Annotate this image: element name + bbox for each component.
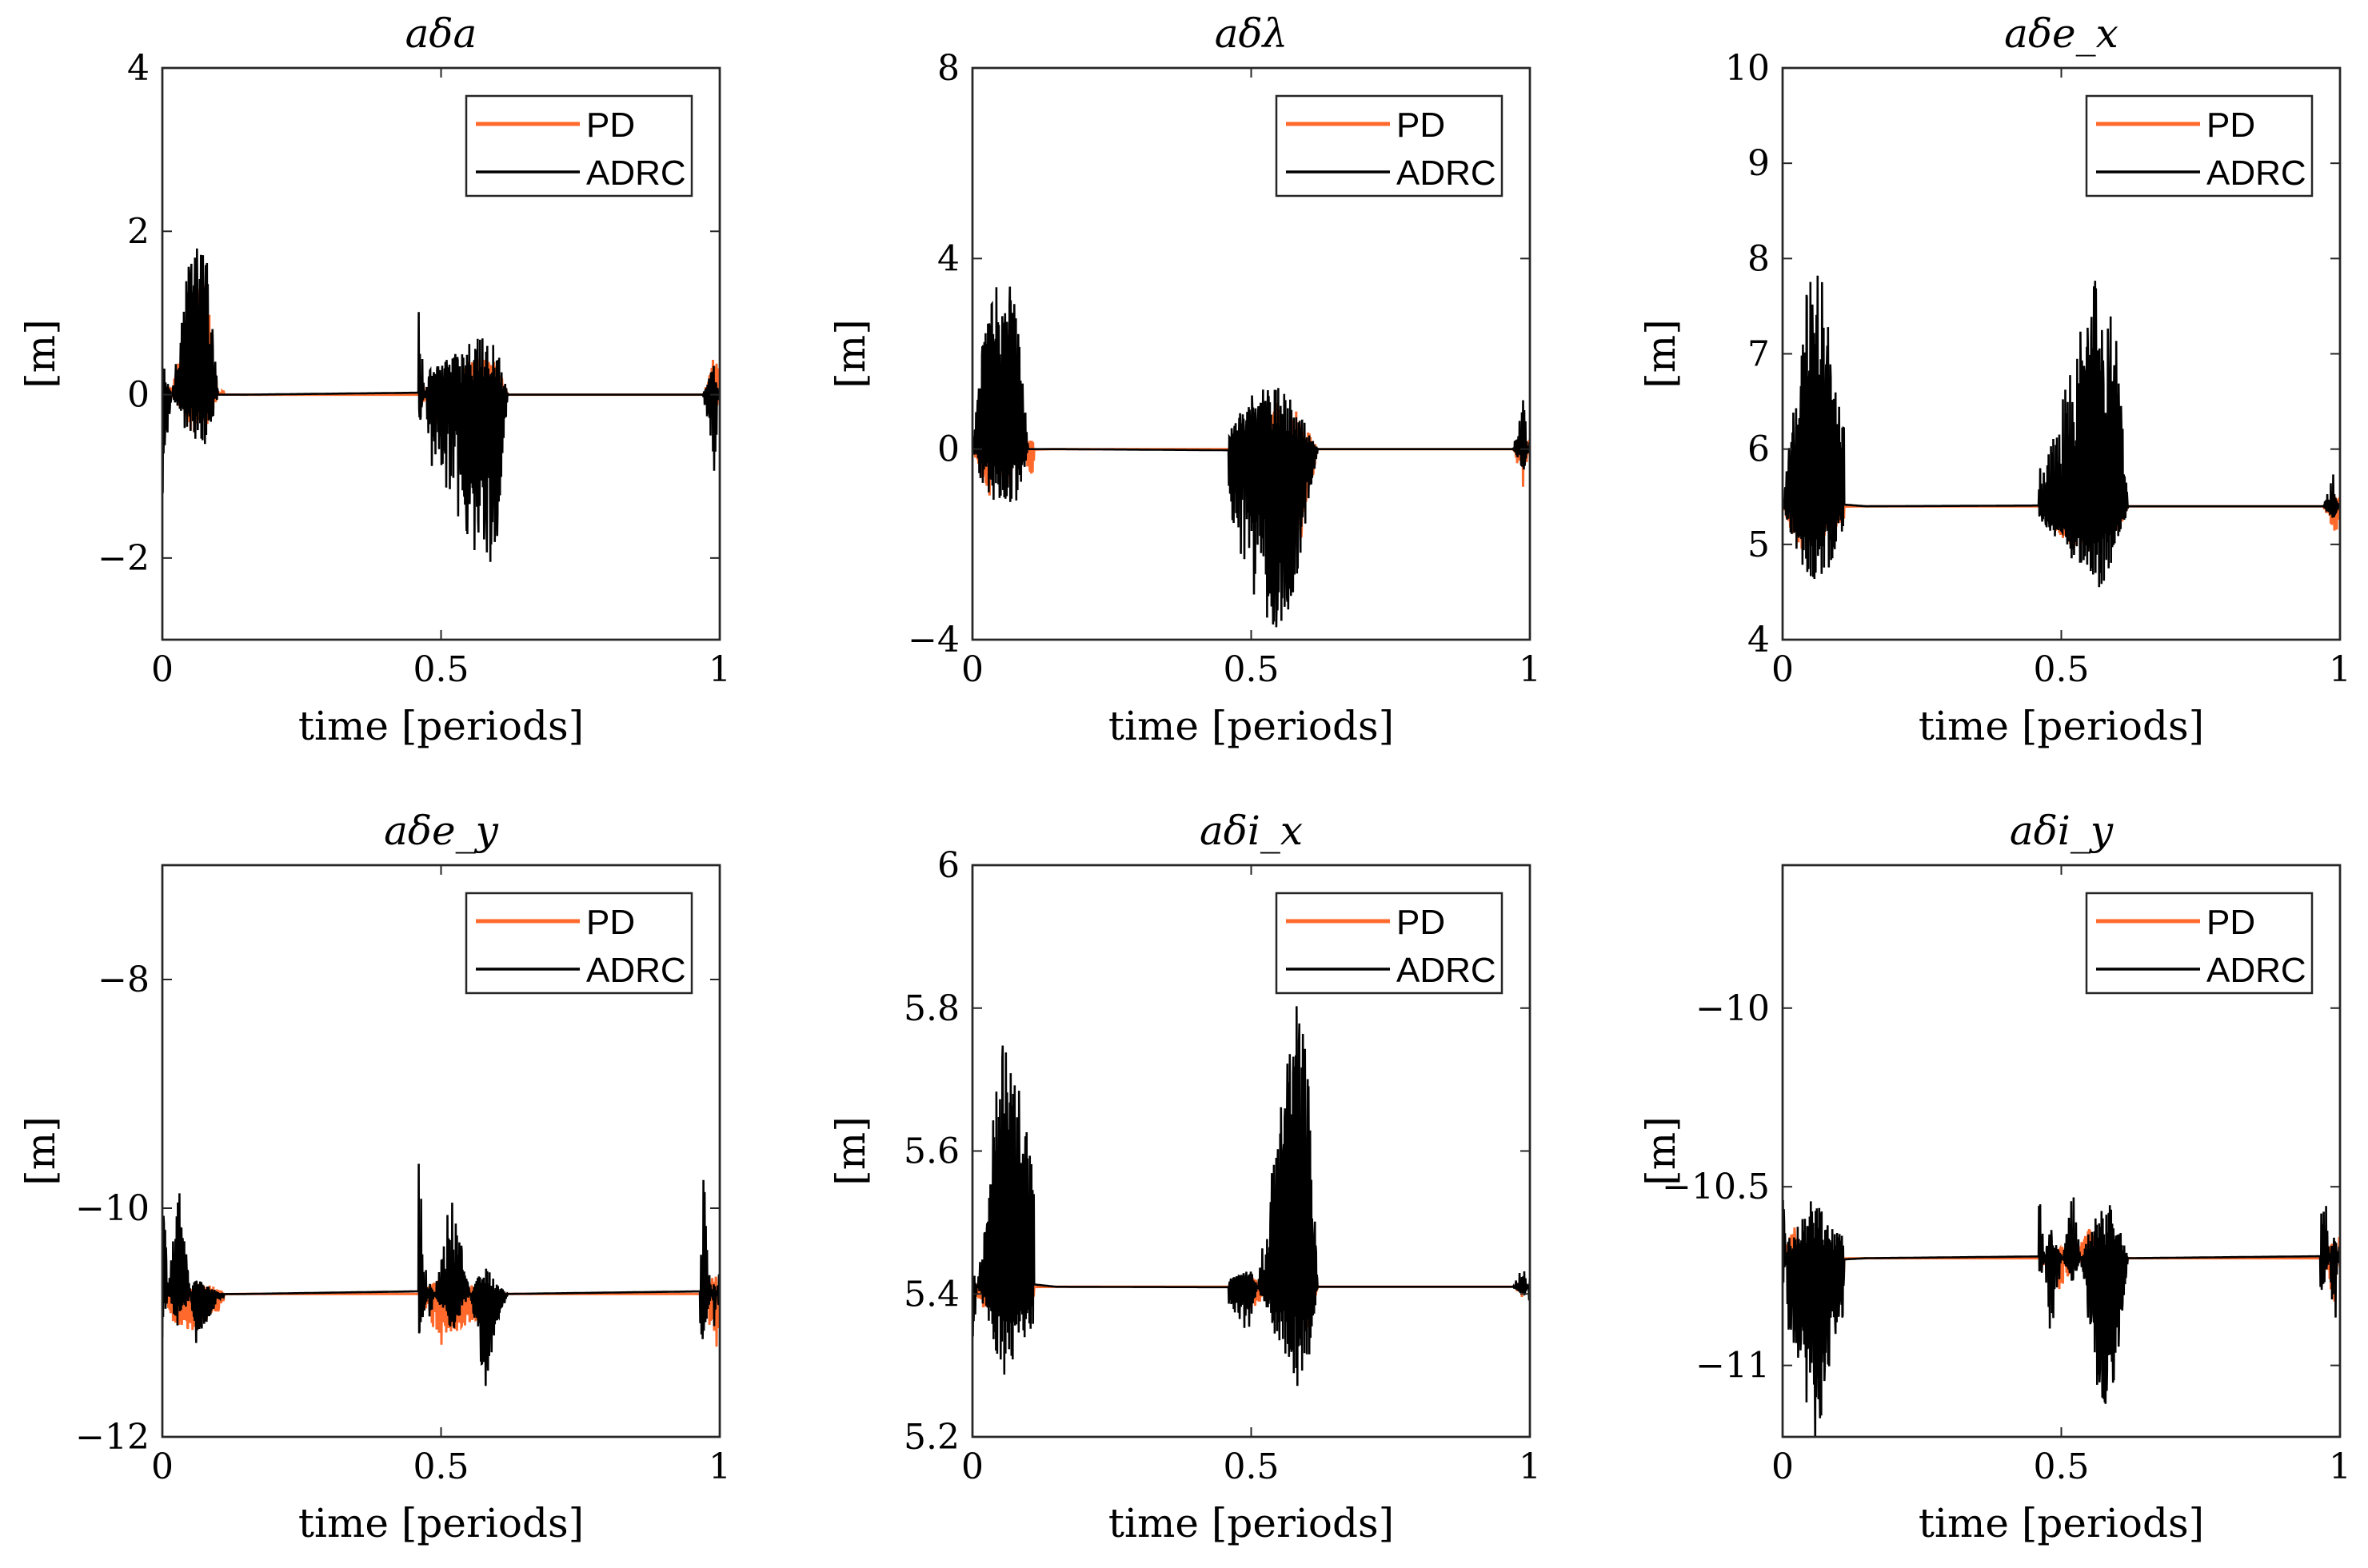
y-tick-label: 4 xyxy=(1747,620,1770,660)
y-tick-label: 8 xyxy=(937,48,960,89)
y-tick-label: 0 xyxy=(127,375,150,416)
y-axis-label: [m] xyxy=(18,319,64,388)
x-tick-label: 1 xyxy=(1519,649,1541,690)
chart-title: aδe_x xyxy=(2004,10,2118,57)
y-axis-label: [m] xyxy=(1638,1116,1684,1185)
legend: PD ADRC xyxy=(1275,94,1503,197)
x-tick-label: 0 xyxy=(151,649,174,690)
y-axis-label: [m] xyxy=(828,319,874,388)
x-axis-label: time [periods] xyxy=(298,1500,584,1546)
legend: PD ADRC xyxy=(1275,892,1503,995)
y-tick-label: 4 xyxy=(127,48,150,89)
x-tick-label: 0.5 xyxy=(2034,649,2090,690)
y-tick-label: −10 xyxy=(75,1188,150,1229)
x-tick-label: 1 xyxy=(2329,1446,2351,1487)
legend: PD ADRC xyxy=(2085,892,2314,995)
y-tick-label: −2 xyxy=(98,538,150,579)
series-line-adrc xyxy=(972,1006,1530,1386)
legend-box xyxy=(2085,892,2314,995)
legend-label-pd: PD xyxy=(2206,903,2255,942)
x-axis-label: time [periods] xyxy=(1919,703,2204,749)
legend-label-pd: PD xyxy=(1396,903,1445,942)
chart-title: aδe_y xyxy=(384,808,499,854)
y-tick-label: −11 xyxy=(1695,1346,1770,1386)
y-tick-label: 0 xyxy=(937,429,960,470)
chart-panel-1: 0 0.5 1 −2 0 2 4 aδa time [periods] [m] PD ADRC xyxy=(18,10,731,749)
y-axis-label: [m] xyxy=(828,1116,874,1185)
y-tick-label: 9 xyxy=(1747,143,1770,184)
series-line-adrc xyxy=(1783,1197,2340,1437)
y-tick-label: −10.5 xyxy=(1662,1167,1770,1207)
x-tick-label: 1 xyxy=(709,1446,731,1487)
x-axis-label: time [periods] xyxy=(298,703,584,749)
y-tick-label: −12 xyxy=(75,1417,150,1458)
x-tick-label: 0 xyxy=(961,649,984,690)
y-tick-label: 8 xyxy=(1747,238,1770,279)
y-tick-label: 7 xyxy=(1747,334,1770,375)
x-tick-label: 0 xyxy=(1771,649,1794,690)
y-axis-label: [m] xyxy=(1638,319,1684,388)
x-tick-label: 0.5 xyxy=(2034,1446,2090,1487)
x-tick-label: 1 xyxy=(709,649,731,690)
chart-title: aδa xyxy=(405,10,477,57)
y-tick-label: 2 xyxy=(127,211,150,252)
legend-label-adrc: ADRC xyxy=(1396,951,1496,990)
legend-label-pd: PD xyxy=(586,903,635,942)
series-line-adrc xyxy=(1783,275,2340,588)
y-axis-label: [m] xyxy=(18,1116,64,1185)
legend-box xyxy=(465,892,693,995)
y-tick-label: −8 xyxy=(98,960,150,1000)
series-line-adrc xyxy=(162,248,720,562)
y-tick-label: 6 xyxy=(1747,429,1770,470)
legend-label-adrc: ADRC xyxy=(2206,951,2306,990)
y-tick-label: 5.4 xyxy=(904,1274,960,1315)
chart-title: aδi_x xyxy=(1200,808,1303,854)
x-tick-label: 0 xyxy=(961,1446,984,1487)
x-tick-label: 0 xyxy=(1771,1446,1794,1487)
x-tick-label: 0.5 xyxy=(1224,649,1280,690)
x-tick-label: 0 xyxy=(151,1446,174,1487)
legend: PD ADRC xyxy=(465,892,693,995)
legend-box xyxy=(2085,94,2314,197)
legend-box xyxy=(1275,94,1503,197)
legend-label-adrc: ADRC xyxy=(586,951,686,990)
legend: PD ADRC xyxy=(465,94,693,197)
x-tick-label: 1 xyxy=(1519,1446,1541,1487)
legend-label-adrc: ADRC xyxy=(586,154,686,193)
series-line-adrc xyxy=(162,1163,720,1386)
y-tick-label: 10 xyxy=(1725,48,1770,89)
legend-label-pd: PD xyxy=(586,106,635,145)
series-line-adrc xyxy=(972,286,1530,628)
legend-box xyxy=(465,94,693,197)
y-tick-label: −4 xyxy=(908,620,960,660)
x-tick-label: 1 xyxy=(2329,649,2351,690)
x-axis-label: time [periods] xyxy=(1108,1500,1394,1546)
legend-label-adrc: ADRC xyxy=(2206,154,2306,193)
y-tick-label: −10 xyxy=(1695,988,1770,1029)
legend-label-pd: PD xyxy=(2206,106,2255,145)
y-tick-label: 5.6 xyxy=(904,1131,960,1172)
chart-title: aδλ xyxy=(1215,10,1288,57)
x-tick-label: 0.5 xyxy=(413,1446,469,1487)
y-tick-label: 4 xyxy=(937,238,960,279)
y-tick-label: 6 xyxy=(937,845,960,886)
y-tick-label: 5.8 xyxy=(904,988,960,1029)
legend-label-adrc: ADRC xyxy=(1396,154,1496,193)
legend-label-pd: PD xyxy=(1396,106,1445,145)
legend-box xyxy=(1275,892,1503,995)
y-tick-label: 5.2 xyxy=(904,1417,960,1458)
legend: PD ADRC xyxy=(2085,94,2314,197)
chart-title: aδi_y xyxy=(2010,808,2114,854)
x-tick-label: 0.5 xyxy=(413,649,469,690)
x-axis-label: time [periods] xyxy=(1919,1500,2204,1546)
x-tick-label: 0.5 xyxy=(1224,1446,1280,1487)
x-axis-label: time [periods] xyxy=(1108,703,1394,749)
y-tick-label: 5 xyxy=(1747,525,1770,565)
